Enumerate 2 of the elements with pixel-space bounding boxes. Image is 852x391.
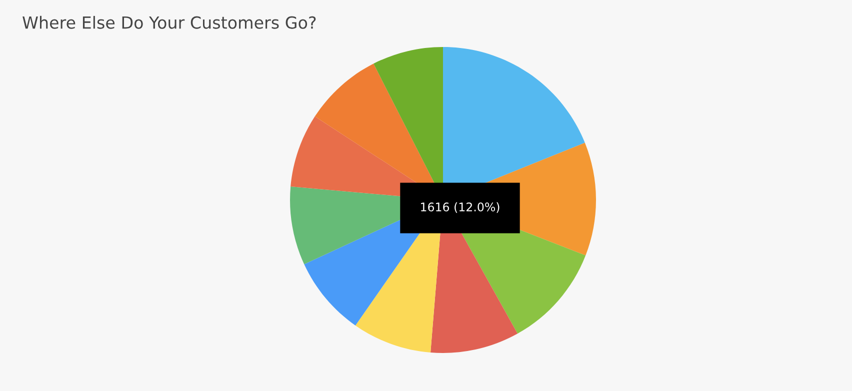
chart-title: Where Else Do Your Customers Go? bbox=[22, 16, 316, 29]
text: 1616 (12.0%) bbox=[421, 202, 500, 213]
